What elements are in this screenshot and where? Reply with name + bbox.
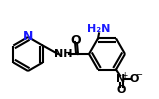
Text: O: O: [116, 85, 126, 95]
Text: +: +: [121, 71, 128, 80]
Text: O: O: [71, 33, 81, 47]
Text: −: −: [135, 71, 142, 80]
Text: H₂N: H₂N: [87, 24, 111, 34]
Text: NH: NH: [54, 49, 72, 59]
Text: N: N: [23, 30, 33, 42]
Text: N: N: [116, 74, 126, 84]
Text: O: O: [129, 74, 139, 84]
